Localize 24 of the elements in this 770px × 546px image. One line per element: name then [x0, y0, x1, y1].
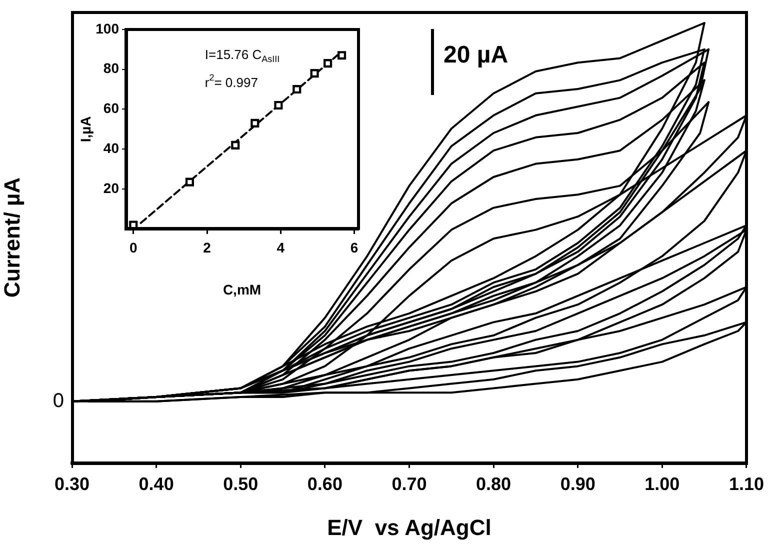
x-tick-label: 2 [203, 239, 212, 256]
y-tick-label: 80 [103, 60, 120, 76]
annotation: 20 µA [444, 42, 508, 69]
x-tick-label: 6 [350, 239, 358, 256]
x-tick-label: 4 [276, 239, 285, 256]
y-axis-title: Current/ µA [0, 177, 24, 298]
x-tick-label: 0.50 [223, 474, 258, 494]
x-tick-label: 0.90 [560, 474, 596, 494]
x-tick-label: 0.30 [54, 474, 90, 494]
annotation: 0 [52, 390, 64, 412]
x-tick-label: 1.10 [728, 474, 764, 494]
y-tick-label: 20 [103, 180, 120, 196]
x-tick-label: 1.00 [644, 474, 680, 494]
x-tick-label: 0.40 [138, 474, 174, 494]
y-tick-label: 40 [103, 140, 120, 156]
y-tick-label: 100 [96, 20, 120, 36]
x-tick-label: 0 [129, 239, 138, 256]
x-tick-label: 0.70 [392, 474, 427, 494]
y-axis-title: I,µA [77, 116, 94, 142]
x-axis-title: E/V vs Ag/AgCl [327, 514, 492, 540]
y-tick-label: 60 [103, 100, 120, 116]
x-tick-label: 0.60 [307, 474, 342, 494]
x-axis-title: C,mM [222, 281, 262, 298]
x-tick-label: 0.80 [476, 474, 512, 494]
